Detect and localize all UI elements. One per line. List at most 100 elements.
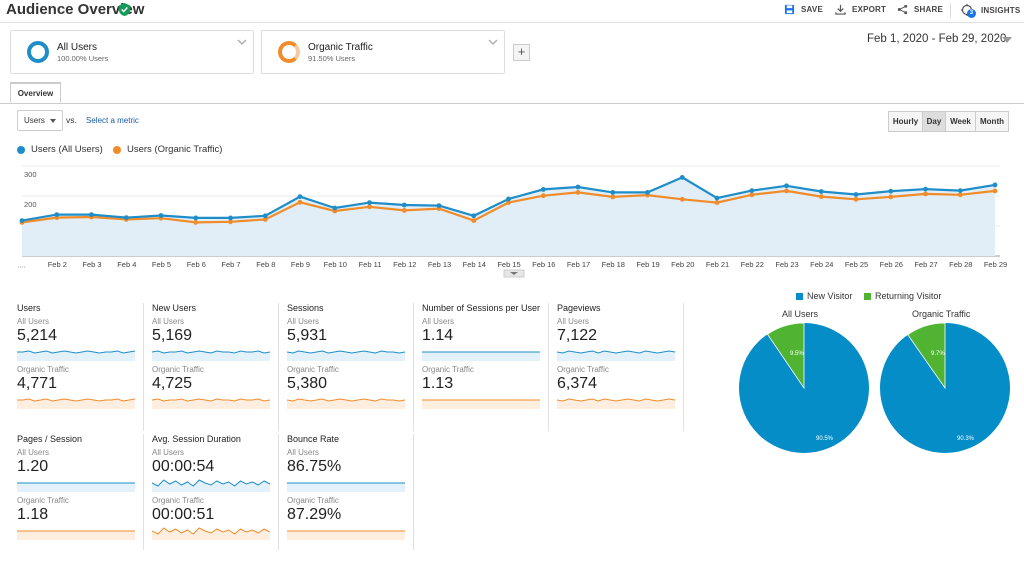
- scorecard-organic-label: Organic Traffic: [422, 365, 474, 374]
- scorecard[interactable]: New Users All Users 5,169 Organic Traffic 4,…: [152, 303, 282, 409]
- granularity-month[interactable]: Month: [975, 111, 1009, 132]
- x-tick-label: Feb 20: [671, 260, 694, 269]
- tab-overview[interactable]: Overview: [10, 82, 61, 103]
- share-button[interactable]: SHARE: [897, 4, 943, 15]
- scorecard-all-users-value: 1.20: [17, 458, 49, 475]
- data-point: [610, 190, 616, 195]
- granularity-hourly[interactable]: Hourly: [888, 111, 923, 132]
- y-tick-label: 300: [24, 170, 37, 179]
- scorecard-title: Avg. Session Duration: [152, 434, 241, 444]
- scorecard[interactable]: Sessions All Users 5,931 Organic Traffic 5,3…: [287, 303, 417, 409]
- pie-slice-returning-visitor: [907, 322, 946, 390]
- sparkline-organic: [557, 398, 675, 409]
- sparkline-area: [17, 351, 135, 361]
- legend-dot: [17, 145, 25, 154]
- metric-select[interactable]: Users: [17, 110, 63, 131]
- pie-legend-new-visitor: New Visitor: [796, 291, 852, 301]
- scorecard[interactable]: Bounce Rate All Users 86.75% Organic Traffi…: [287, 434, 417, 540]
- scorecard-all-users-value: 5,214: [17, 327, 58, 344]
- legend-organic-traffic[interactable]: Users (Organic Traffic): [113, 144, 222, 155]
- save-label: SAVE: [801, 5, 823, 14]
- insights-label: INSIGHTS: [981, 6, 1021, 15]
- chevron-down-icon[interactable]: [237, 37, 247, 47]
- scorecard-organic-label: Organic Traffic: [152, 365, 204, 374]
- select-metric-link[interactable]: Select a metric: [86, 116, 139, 125]
- scorecard-divider: [413, 303, 414, 431]
- date-range-picker[interactable]: Feb 1, 2020 - Feb 29, 2020: [867, 33, 1007, 45]
- sparkline-area: [287, 483, 405, 492]
- scorecard[interactable]: Number of Sessions per User All Users 1.14…: [422, 303, 552, 409]
- segment-color-ring: [27, 41, 49, 63]
- sparkline-line: [287, 398, 405, 402]
- data-point: [297, 199, 303, 205]
- data-point: [957, 192, 963, 198]
- scorecard-organic-value: 1.18: [17, 506, 49, 523]
- legend-label: Users (All Users): [31, 144, 103, 155]
- scorecard-title: Users: [17, 303, 41, 313]
- pie-legend-returning-visitor: Returning Visitor: [864, 291, 941, 301]
- sparkline-organic: [17, 398, 135, 409]
- sparkline-area: [557, 351, 675, 361]
- sparkline-organic: [152, 398, 270, 409]
- add-segment-button[interactable]: +: [513, 44, 530, 61]
- segment-all-users[interactable]: All Users 100.00% Users: [10, 30, 254, 74]
- scorecard[interactable]: Pages / Session All Users 1.20 Organic Traf…: [17, 434, 147, 540]
- sparkline-area: [17, 483, 135, 492]
- scorecard-divider: [278, 434, 279, 550]
- toolbar-divider: [950, 3, 951, 18]
- data-point: [540, 187, 546, 192]
- scorecard-all-users-label: All Users: [17, 448, 50, 457]
- scorecard-all-users-value: 1.14: [422, 327, 454, 344]
- scorecard-all-users-label: All Users: [17, 317, 50, 326]
- x-tick-label: Feb 27: [914, 260, 937, 269]
- x-tick-label: Feb 6: [187, 260, 206, 269]
- scorecard[interactable]: Users All Users 5,214 Organic Traffic 4,771: [17, 303, 147, 409]
- scorecard-divider: [143, 303, 144, 431]
- segment-percent: 91.50% Users: [308, 54, 356, 63]
- granularity-day[interactable]: Day: [922, 111, 946, 132]
- data-point: [888, 188, 894, 194]
- data-point: [471, 218, 477, 224]
- scorecard-organic-label: Organic Traffic: [287, 496, 339, 505]
- x-tick-label: Feb 18: [602, 260, 625, 269]
- save-button[interactable]: SAVE: [784, 4, 823, 15]
- segment-organic-traffic[interactable]: Organic Traffic 91.50% Users: [261, 30, 505, 74]
- chevron-down-icon[interactable]: [488, 37, 498, 47]
- scorecard-organic-value: 4,771: [17, 375, 58, 392]
- data-point: [679, 196, 685, 202]
- x-tick-label: Feb 3: [82, 260, 101, 269]
- data-point: [262, 213, 268, 219]
- export-label: EXPORT: [852, 5, 887, 14]
- x-tick-label: Feb 12: [393, 260, 416, 269]
- data-point: [992, 188, 998, 194]
- scorecard-all-users-label: All Users: [557, 317, 590, 326]
- x-tick-label: Feb 13: [428, 260, 451, 269]
- legend-all-users[interactable]: Users (All Users): [17, 144, 103, 155]
- tab-divider: [0, 103, 1024, 104]
- scorecard-organic-value: 00:00:51: [152, 506, 215, 523]
- scorecard-divider: [413, 434, 414, 550]
- scorecard-divider: [548, 303, 549, 431]
- insights-button[interactable]: 3 INSIGHTS: [961, 4, 1021, 18]
- x-tick-label: Feb 11: [359, 260, 382, 269]
- x-tick-label: Feb 5: [152, 260, 171, 269]
- scorecard-divider: [683, 303, 684, 431]
- pie-label-new: 90.3%: [957, 436, 975, 442]
- scorecard[interactable]: Pageviews All Users 7,122 Organic Traffic 6,…: [557, 303, 687, 409]
- export-button[interactable]: EXPORT: [835, 4, 886, 15]
- scorecard-all-users-label: All Users: [422, 317, 455, 326]
- sparkline-line: [17, 350, 135, 354]
- sparkline-line: [152, 479, 270, 487]
- granularity-week[interactable]: Week: [945, 111, 976, 132]
- sparkline-all-users: [17, 350, 135, 361]
- sparkline-line: [17, 398, 135, 402]
- data-point: [193, 215, 199, 221]
- header-divider: [0, 22, 1024, 23]
- date-range-caret-icon[interactable]: [1002, 37, 1012, 43]
- sparkline-line: [152, 350, 270, 354]
- scorecard[interactable]: Avg. Session Duration All Users 00:00:54 Or…: [152, 434, 282, 540]
- x-tick-label: Feb 10: [324, 260, 347, 269]
- scorecard-title: Pages / Session: [17, 434, 83, 444]
- data-point: [367, 200, 372, 206]
- data-point: [784, 183, 789, 189]
